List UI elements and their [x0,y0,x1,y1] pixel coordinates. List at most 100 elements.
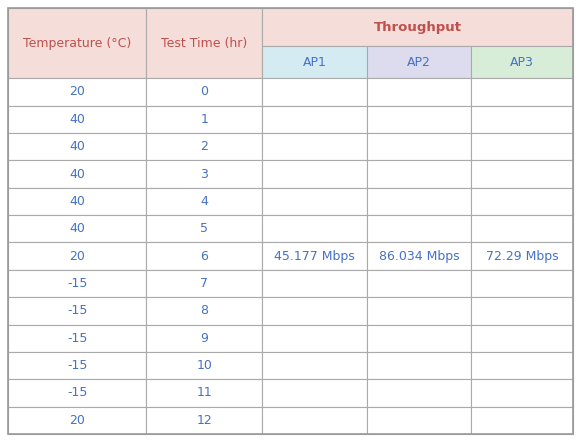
Bar [262,133,367,160]
Bar [146,324,262,352]
Bar [367,379,471,407]
Bar [8,188,146,215]
Bar [146,297,262,324]
Bar [367,352,471,379]
Bar [262,270,367,297]
Bar [146,106,262,133]
Bar [471,324,573,352]
Bar [8,8,146,78]
Text: 20: 20 [69,85,85,99]
Bar [367,215,471,243]
Bar [367,270,471,297]
Text: AP3: AP3 [510,56,534,69]
Text: 40: 40 [69,113,85,126]
Text: 40: 40 [69,140,85,153]
Text: 10: 10 [196,359,212,372]
Text: 12: 12 [196,414,212,427]
Text: 0: 0 [200,85,209,99]
Text: AP1: AP1 [303,56,327,69]
Bar [146,8,262,78]
Bar [262,160,367,188]
Text: 40: 40 [69,222,85,235]
Bar [471,78,573,106]
Bar [8,352,146,379]
Bar [262,297,367,324]
Bar [146,160,262,188]
Bar [262,188,367,215]
Text: 40: 40 [69,195,85,208]
Text: 45.177 Mbps: 45.177 Mbps [274,250,355,263]
Bar [471,188,573,215]
Bar [8,379,146,407]
Bar [262,78,367,106]
Bar [8,324,146,352]
Text: 2: 2 [200,140,208,153]
Bar [262,407,367,434]
Bar [262,106,367,133]
Bar [8,78,146,106]
Text: -15: -15 [67,359,87,372]
Bar [146,188,262,215]
Text: 9: 9 [200,332,208,345]
Bar [146,407,262,434]
Text: Test Time (hr): Test Time (hr) [161,37,248,50]
Bar [262,215,367,243]
Bar [367,46,471,78]
Bar [367,188,471,215]
Bar [8,407,146,434]
Text: 1: 1 [200,113,208,126]
Bar [367,243,471,270]
Text: 5: 5 [200,222,209,235]
Bar [8,160,146,188]
Text: 40: 40 [69,168,85,181]
Text: 7: 7 [200,277,209,290]
Text: AP2: AP2 [407,56,431,69]
Text: -15: -15 [67,277,87,290]
Text: 4: 4 [200,195,208,208]
Bar [471,46,573,78]
Text: 11: 11 [196,386,212,400]
Text: -15: -15 [67,305,87,317]
Text: 3: 3 [200,168,208,181]
Bar [262,379,367,407]
Bar [146,78,262,106]
Bar [146,133,262,160]
Bar [471,352,573,379]
Bar [471,215,573,243]
Bar [471,160,573,188]
Bar [471,379,573,407]
Text: Temperature (°C): Temperature (°C) [23,37,131,50]
Bar [8,270,146,297]
Bar [262,352,367,379]
Text: Throughput: Throughput [374,21,462,34]
Bar [8,297,146,324]
Text: 72.29 Mbps: 72.29 Mbps [486,250,558,263]
Text: 86.034 Mbps: 86.034 Mbps [379,250,460,263]
Bar [146,270,262,297]
Bar [367,106,471,133]
Bar [367,160,471,188]
Bar [262,8,573,46]
Bar [146,352,262,379]
Bar [471,270,573,297]
Bar [146,379,262,407]
Bar [8,106,146,133]
Bar [367,78,471,106]
Text: 20: 20 [69,250,85,263]
Bar [471,407,573,434]
Bar [471,133,573,160]
Text: 20: 20 [69,414,85,427]
Bar [367,324,471,352]
Bar [471,106,573,133]
Bar [262,46,367,78]
Bar [8,215,146,243]
Text: -15: -15 [67,332,87,345]
Bar [262,243,367,270]
Text: 8: 8 [200,305,209,317]
Bar [146,243,262,270]
Bar [262,324,367,352]
Bar [8,133,146,160]
Text: 6: 6 [200,250,208,263]
Bar [367,133,471,160]
Bar [146,215,262,243]
